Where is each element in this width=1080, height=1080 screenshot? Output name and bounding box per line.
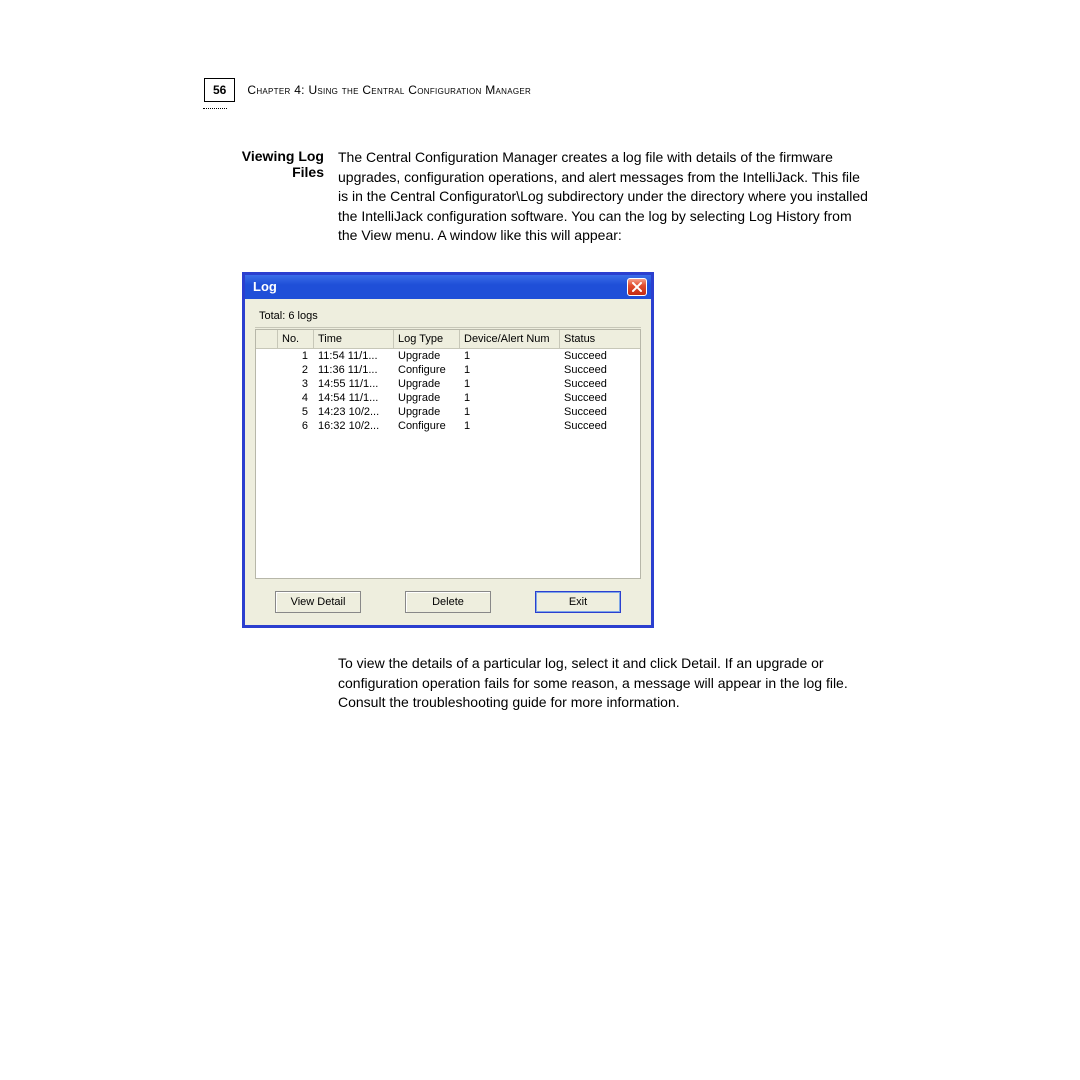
cell-status: Succeed (560, 363, 638, 377)
cell-no: 2 (278, 363, 314, 377)
log-window: Log Total: 6 logs No. Time Log Type Devi… (242, 272, 654, 628)
cell-logtype: Upgrade (394, 377, 460, 391)
cell-logtype: Upgrade (394, 405, 460, 419)
cell-time: 16:32 10/2... (314, 419, 394, 433)
table-body: 111:54 11/1...Upgrade1Succeed211:36 11/1… (256, 349, 640, 433)
col-time[interactable]: Time (314, 330, 394, 348)
cell-devnum: 1 (460, 363, 560, 377)
col-blank[interactable] (256, 330, 278, 348)
cell-time: 11:36 11/1... (314, 363, 394, 377)
titlebar[interactable]: Log (245, 275, 651, 299)
cell-blank (256, 419, 278, 433)
cell-status: Succeed (560, 419, 638, 433)
delete-button[interactable]: Delete (405, 591, 491, 613)
cell-blank (256, 377, 278, 391)
cell-blank (256, 363, 278, 377)
cell-no: 1 (278, 349, 314, 363)
table-row[interactable]: 314:55 11/1...Upgrade1Succeed (256, 377, 640, 391)
cell-logtype: Upgrade (394, 349, 460, 363)
table-header: No. Time Log Type Device/Alert Num Statu… (256, 330, 640, 349)
section-heading: Viewing Log Files (210, 148, 338, 246)
cell-no: 3 (278, 377, 314, 391)
total-logs-label: Total: 6 logs (255, 307, 641, 325)
exit-button[interactable]: Exit (535, 591, 621, 613)
cell-time: 11:54 11/1... (314, 349, 394, 363)
col-logtype[interactable]: Log Type (394, 330, 460, 348)
section-outro-text: To view the details of a particular log,… (338, 654, 870, 713)
cell-blank (256, 349, 278, 363)
cell-logtype: Upgrade (394, 391, 460, 405)
table-row[interactable]: 514:23 10/2...Upgrade1Succeed (256, 405, 640, 419)
cell-logtype: Configure (394, 419, 460, 433)
cell-time: 14:55 11/1... (314, 377, 394, 391)
page-number: 56 (204, 78, 235, 102)
window-title: Log (253, 279, 277, 294)
document-page: 56 Chapter 4: Using the Central Configur… (0, 0, 1080, 1080)
cell-time: 14:54 11/1... (314, 391, 394, 405)
page-header: 56 Chapter 4: Using the Central Configur… (204, 78, 870, 102)
cell-no: 5 (278, 405, 314, 419)
cell-status: Succeed (560, 391, 638, 405)
col-status[interactable]: Status (560, 330, 638, 348)
cell-status: Succeed (560, 377, 638, 391)
log-table[interactable]: No. Time Log Type Device/Alert Num Statu… (255, 329, 641, 579)
cell-devnum: 1 (460, 405, 560, 419)
cell-devnum: 1 (460, 377, 560, 391)
close-icon (632, 282, 642, 292)
cell-devnum: 1 (460, 349, 560, 363)
cell-logtype: Configure (394, 363, 460, 377)
col-devnum[interactable]: Device/Alert Num (460, 330, 560, 348)
table-row[interactable]: 414:54 11/1...Upgrade1Succeed (256, 391, 640, 405)
cell-time: 14:23 10/2... (314, 405, 394, 419)
view-detail-button[interactable]: View Detail (275, 591, 361, 613)
window-body: Total: 6 logs No. Time Log Type Device/A… (245, 299, 651, 625)
section-row: Viewing Log Files The Central Configurat… (210, 148, 870, 246)
cell-devnum: 1 (460, 391, 560, 405)
cell-blank (256, 405, 278, 419)
section-intro-text: The Central Configuration Manager create… (338, 148, 870, 246)
col-no[interactable]: No. (278, 330, 314, 348)
cell-status: Succeed (560, 349, 638, 363)
cell-no: 6 (278, 419, 314, 433)
cell-blank (256, 391, 278, 405)
table-row[interactable]: 616:32 10/2...Configure1Succeed (256, 419, 640, 433)
table-row[interactable]: 211:36 11/1...Configure1Succeed (256, 363, 640, 377)
cell-devnum: 1 (460, 419, 560, 433)
log-dialog-screenshot: Log Total: 6 logs No. Time Log Type Devi… (242, 272, 870, 628)
chapter-title: Chapter 4: Using the Central Configurati… (247, 83, 531, 97)
table-row[interactable]: 111:54 11/1...Upgrade1Succeed (256, 349, 640, 363)
button-row: View Detail Delete Exit (255, 591, 641, 613)
cell-status: Succeed (560, 405, 638, 419)
close-button[interactable] (627, 278, 647, 296)
cell-no: 4 (278, 391, 314, 405)
